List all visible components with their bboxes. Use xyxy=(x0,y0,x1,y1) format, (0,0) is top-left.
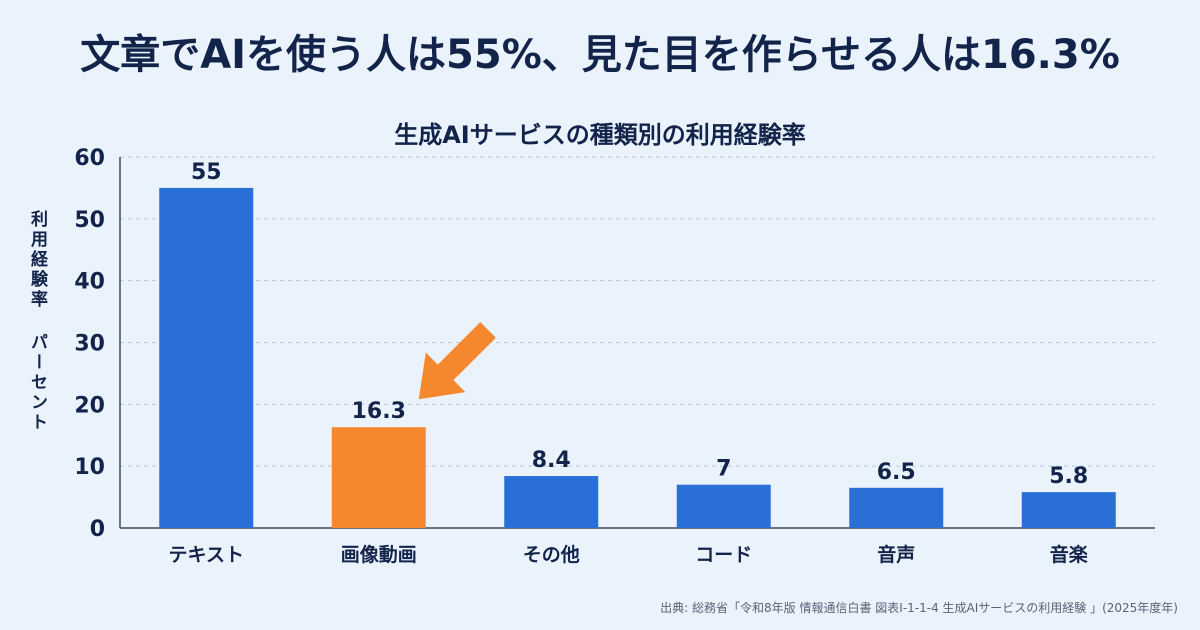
data-label: 7 xyxy=(716,457,731,482)
data-label: 5.8 xyxy=(1049,464,1088,489)
x-tick-label: 音楽 xyxy=(1050,543,1089,566)
data-label: 55 xyxy=(191,160,222,185)
data-label: 16.3 xyxy=(352,399,406,424)
y-tick-label: 10 xyxy=(74,455,105,480)
data-label: 6.5 xyxy=(877,460,916,485)
x-tick-label: 音声 xyxy=(877,543,915,566)
headline: 文章でAIを使う人は55%、見た目を作らせる人は16.3% xyxy=(80,32,1120,78)
highlight-arrow-icon xyxy=(418,322,496,400)
y-tick-label: 50 xyxy=(74,208,105,233)
bar xyxy=(504,476,599,528)
x-tick-label: その他 xyxy=(523,543,580,566)
y-tick-label: 0 xyxy=(90,517,105,542)
x-tick-label: テキスト xyxy=(169,544,244,566)
bar xyxy=(159,187,254,528)
source-note: 出典: 総務省「令和8年版 情報通信白書 図表I-1-1-4 生成AIサービスの… xyxy=(660,601,1178,615)
y-tick-label: 30 xyxy=(74,332,105,357)
y-axis-label: 利用経験率 パーセント xyxy=(27,210,47,433)
y-tick-label: 60 xyxy=(74,146,105,171)
chart-title: 生成AIサービスの種類別の利用経験率 xyxy=(394,121,806,149)
x-tick-label: コード xyxy=(695,544,752,566)
y-tick-label: 40 xyxy=(74,270,105,295)
y-tick-label: 20 xyxy=(74,393,105,418)
x-tick-label: 画像動画 xyxy=(341,543,417,566)
bar xyxy=(849,487,944,528)
bar xyxy=(676,484,771,528)
bar xyxy=(331,427,426,528)
bar xyxy=(1021,492,1116,528)
data-label: 8.4 xyxy=(532,448,571,473)
